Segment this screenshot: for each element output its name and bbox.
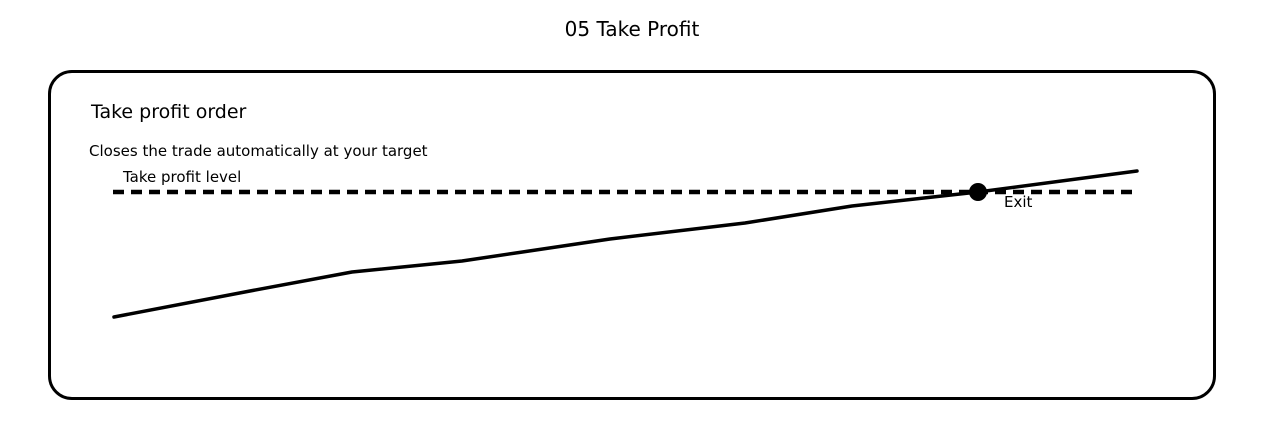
exit-point-dot: [969, 183, 987, 201]
figure-title: 05 Take Profit: [564, 17, 700, 41]
panel-heading: Take profit order: [91, 101, 247, 123]
take-profit-level-label: Take profit level: [121, 168, 244, 187]
take-profit-panel: [48, 70, 1216, 400]
exit-label: Exit: [1004, 193, 1033, 211]
panel-subtitle: Closes the trade automatically at your t…: [89, 142, 428, 160]
price-line: [112, 169, 1139, 319]
